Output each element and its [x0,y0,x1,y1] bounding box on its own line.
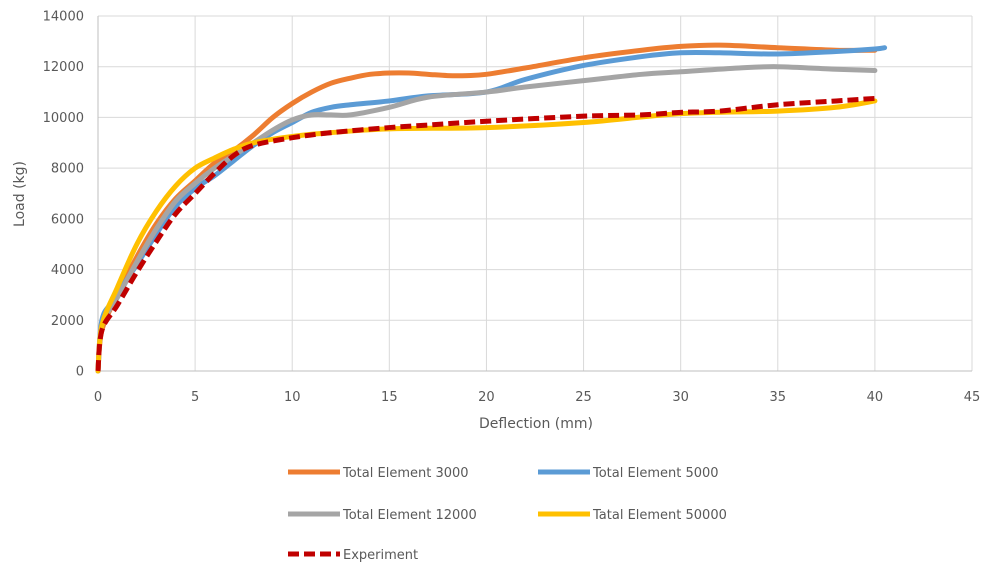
y-tick-label: 10000 [43,111,84,126]
y-tick-label: 14000 [43,10,84,25]
y-tick-label: 4000 [51,263,84,278]
legend-item: Total Element 3000 [288,466,469,481]
legend-label: Total Element 12000 [342,508,477,523]
axes [97,16,972,372]
legend-item: Total Element 5000 [538,466,719,481]
y-axis-label: Load (kg) [12,161,28,227]
x-tick-label: 35 [770,390,787,405]
legend-label: Tatal Element 50000 [592,508,727,523]
y-tick-label: 8000 [51,162,84,177]
series-line-total-element-5000 [95,45,888,374]
x-tick-labels: 0 5 10 15 20 25 30 35 40 45 [94,390,980,405]
y-tick-label: 2000 [51,314,84,329]
x-tick-label: 5 [191,390,199,405]
x-tick-label: 20 [478,390,495,405]
y-tick-label: 12000 [43,60,84,75]
legend-item: Experiment [288,548,418,563]
x-tick-label: 45 [964,390,981,405]
x-tick-label: 40 [867,390,884,405]
y-tick-label: 6000 [51,212,84,227]
y-tick-label: 0 [76,365,84,380]
x-tick-label: 30 [672,390,689,405]
legend-item: Tatal Element 50000 [538,508,727,523]
x-tick-label: 0 [94,390,102,405]
series-lines [95,42,888,374]
series-line-total-element-12000 [95,64,878,374]
legend: Total Element 3000 Total Element 5000 Tota… [288,466,727,563]
y-tick-labels: 0 2000 4000 6000 8000 10000 12000 14000 [43,10,84,380]
x-tick-label: 25 [575,390,592,405]
x-tick-label: 10 [284,390,301,405]
series-line-experiment [95,95,876,372]
legend-label: Experiment [343,548,418,563]
legend-label: Total Element 3000 [342,466,469,481]
legend-label: Total Element 5000 [592,466,719,481]
x-tick-label: 15 [381,390,398,405]
x-axis-label: Deflection (mm) [479,416,593,432]
legend-item: Total Element 12000 [288,508,477,523]
